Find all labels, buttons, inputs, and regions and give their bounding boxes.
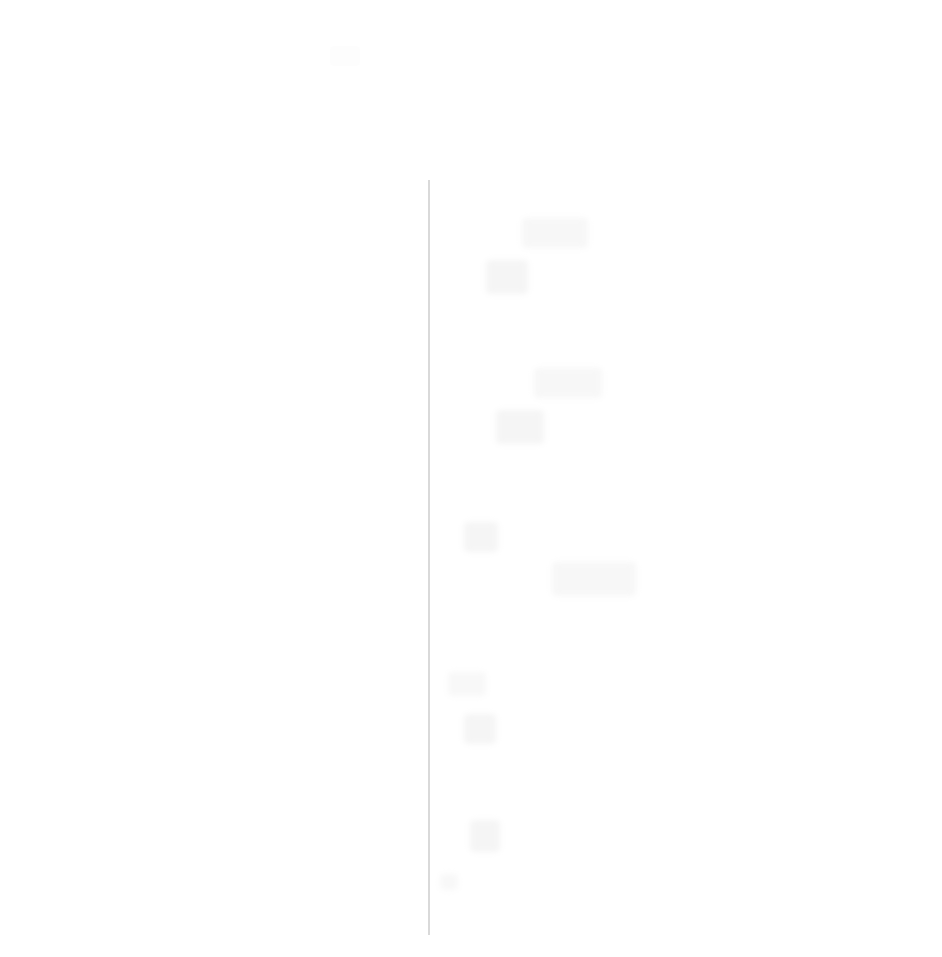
loading-placeholder: [534, 368, 602, 398]
header-faint-mark: [330, 46, 360, 66]
loading-placeholder: [522, 218, 588, 248]
loading-placeholder: [448, 672, 486, 696]
loading-placeholder: [440, 874, 458, 890]
loading-placeholder: [486, 260, 528, 294]
right-pane: [430, 180, 942, 935]
loading-placeholder: [464, 714, 496, 744]
pane-divider[interactable]: [428, 180, 430, 935]
loading-placeholder: [470, 820, 500, 852]
loading-placeholder: [464, 522, 498, 552]
loading-placeholder: [496, 410, 544, 444]
header-area: [0, 0, 942, 150]
loading-placeholder: [552, 562, 636, 596]
left-pane: [0, 180, 428, 935]
